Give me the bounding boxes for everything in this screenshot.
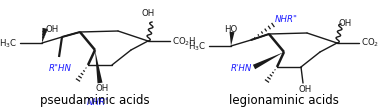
Text: HO: HO — [225, 25, 238, 33]
Polygon shape — [253, 52, 284, 69]
Text: pseudaminic acids: pseudaminic acids — [40, 94, 150, 107]
Text: R"HN: R"HN — [49, 64, 72, 72]
Text: CO$_2$H: CO$_2$H — [172, 36, 197, 48]
Text: OH: OH — [46, 25, 59, 33]
Text: H$_3$C: H$_3$C — [0, 38, 17, 50]
Polygon shape — [276, 51, 285, 68]
Polygon shape — [42, 28, 48, 43]
Text: H$_3$C: H$_3$C — [188, 41, 206, 53]
Text: OH: OH — [338, 19, 352, 27]
Polygon shape — [62, 31, 80, 38]
Text: CO$_2$H: CO$_2$H — [361, 37, 378, 49]
Polygon shape — [79, 31, 96, 51]
Text: OH: OH — [298, 85, 311, 94]
Polygon shape — [229, 32, 234, 46]
Polygon shape — [268, 33, 285, 53]
Text: OH: OH — [141, 9, 155, 19]
Text: legionaminic acids: legionaminic acids — [229, 94, 339, 107]
Polygon shape — [58, 37, 63, 57]
Text: NHR": NHR" — [275, 15, 298, 24]
Text: OH: OH — [95, 83, 108, 93]
Polygon shape — [251, 33, 269, 41]
Text: NHR': NHR' — [86, 98, 108, 107]
Polygon shape — [87, 49, 96, 66]
Text: R'HN: R'HN — [231, 64, 252, 72]
Polygon shape — [95, 50, 102, 83]
